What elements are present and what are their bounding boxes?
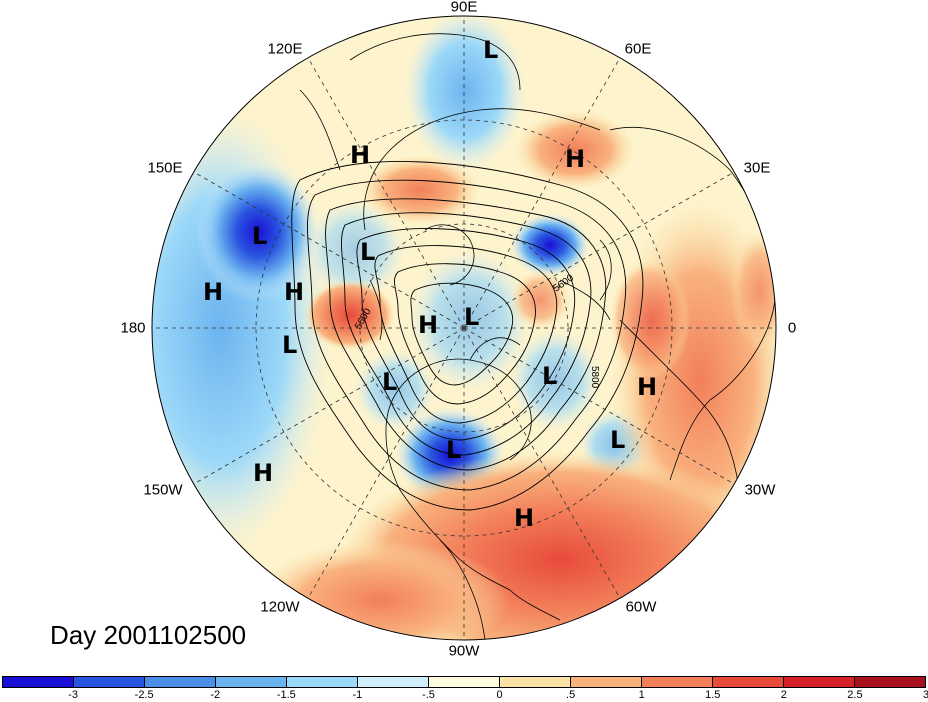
colorbar-box xyxy=(500,677,571,687)
colorbar-box xyxy=(358,677,429,687)
map-boundary xyxy=(151,15,777,641)
colorbar-tick-label: .5 xyxy=(566,689,576,701)
colorbar-box xyxy=(429,677,500,687)
colorbar-box xyxy=(287,677,358,687)
colorbar-box xyxy=(642,677,713,687)
colorbar-box xyxy=(216,677,287,687)
longitude-label: 60W xyxy=(625,598,657,616)
meridian-line xyxy=(463,171,735,329)
high-center-label: H xyxy=(203,278,223,306)
longitude-label: 0 xyxy=(787,319,797,337)
meridian-line xyxy=(463,327,621,599)
high-center-label: H xyxy=(514,504,534,532)
longitude-label: 90E xyxy=(450,0,478,16)
longitude-label: 150W xyxy=(143,481,183,499)
colorbar xyxy=(2,676,926,688)
high-center-label: H xyxy=(350,141,370,169)
meridian-line xyxy=(307,57,465,329)
low-center-label: L xyxy=(360,238,375,266)
colorbar-box xyxy=(74,677,145,687)
colorbar-tick-label: 3 xyxy=(922,689,928,701)
colorbar-tick-label: -3 xyxy=(68,689,78,701)
colorbar-tick-label: 0 xyxy=(496,689,503,701)
high-center-label: H xyxy=(418,311,438,339)
colorbar-tick-label: -2.5 xyxy=(134,689,154,701)
low-center-label: L xyxy=(282,331,297,359)
longitude-label: 150E xyxy=(147,159,183,177)
longitude-label: 60E xyxy=(624,40,652,58)
low-center-label: L xyxy=(610,426,625,454)
high-center-label: H xyxy=(565,145,585,173)
meridian-line xyxy=(193,327,465,485)
colorbar-box xyxy=(784,677,855,687)
graticule xyxy=(152,16,776,640)
low-center-label: L xyxy=(382,368,397,396)
polar-map: 5600 5600 5800 L H H L H H L L H L L L L… xyxy=(151,15,777,641)
pressure-centers: L H H L H H L L H L L L L H H L H H xyxy=(203,36,657,532)
high-center-label: H xyxy=(284,278,304,306)
height-contours xyxy=(291,161,644,511)
longitude-label: 120W xyxy=(260,598,300,616)
colorbar-tick-label: 2.5 xyxy=(847,689,863,701)
high-center-label: H xyxy=(253,459,273,487)
longitude-label: 180 xyxy=(120,319,146,337)
longitude-label: 30W xyxy=(744,481,776,499)
colorbar-tick-label: -2 xyxy=(210,689,221,701)
colorbar-box xyxy=(855,677,925,687)
longitude-label: 90W xyxy=(448,642,480,660)
longitude-label: 120E xyxy=(267,40,303,58)
colorbar-box xyxy=(3,677,74,687)
longitude-label: 30E xyxy=(743,159,771,177)
low-center-label: L xyxy=(542,362,557,390)
meridian-line xyxy=(463,327,735,485)
colorbar-tick-label: 2 xyxy=(780,689,787,701)
low-center-label: L xyxy=(252,222,267,250)
map-title: Day 2001102500 xyxy=(50,620,247,650)
colorbar-tick-label: 1.5 xyxy=(705,689,721,701)
contour-label: 5800 xyxy=(589,366,600,389)
colorbar-box xyxy=(145,677,216,687)
anomaly-field xyxy=(152,16,776,640)
low-center-label: L xyxy=(483,36,498,64)
colorbar-tick-label: -1.5 xyxy=(276,689,296,701)
colorbar-tick-label: -1 xyxy=(352,689,363,701)
high-center-label: H xyxy=(637,373,657,401)
colorbar-tick-label: -.5 xyxy=(422,689,435,701)
meridian-line xyxy=(463,57,621,329)
colorbar-box xyxy=(713,677,784,687)
meridian-line xyxy=(307,327,465,599)
low-center-label: L xyxy=(464,303,479,331)
colorbar-box xyxy=(571,677,642,687)
meridian-line xyxy=(193,171,465,329)
low-center-label: L xyxy=(446,436,461,464)
colorbar-tick-label: 1 xyxy=(638,689,645,701)
